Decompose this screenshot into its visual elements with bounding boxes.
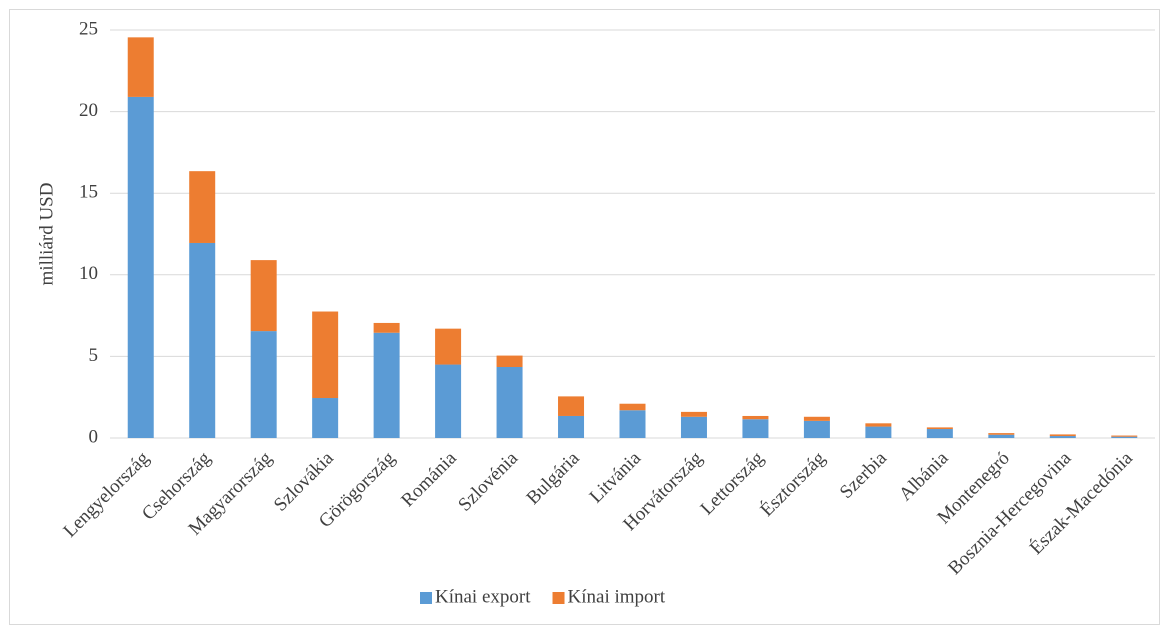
bar-segment <box>189 171 216 243</box>
y-tick-label: 10 <box>79 263 98 284</box>
bar-segment <box>373 332 400 438</box>
bar-segment <box>1111 435 1138 437</box>
bar-segment <box>926 429 953 438</box>
legend-label: Kínai export <box>435 586 531 607</box>
bar-segment <box>1111 436 1138 438</box>
legend-swatch <box>420 592 432 604</box>
x-tick-label: Szlovénia <box>454 447 522 515</box>
y-tick-label: 25 <box>79 18 98 39</box>
bar-segment <box>496 355 523 368</box>
y-tick-label: 15 <box>79 182 98 203</box>
x-tick-label: Románia <box>397 447 461 511</box>
bar-segment <box>1049 436 1076 438</box>
y-tick-label: 0 <box>89 426 99 447</box>
legend-label: Kínai import <box>568 586 666 607</box>
y-tick-label: 5 <box>89 345 99 366</box>
y-tick-label: 20 <box>79 100 98 121</box>
y-axis-label: milliárd USD <box>36 183 57 286</box>
bar-segment <box>865 426 892 438</box>
x-tick-label: Lettország <box>697 447 769 519</box>
x-tick-label: Bulgária <box>523 447 585 509</box>
bar-segment <box>619 403 646 411</box>
bar-segment <box>1049 434 1076 437</box>
bar-segment <box>803 420 830 438</box>
bar-segment <box>127 37 154 97</box>
legend-swatch <box>552 592 565 604</box>
bar-segment <box>680 411 707 417</box>
bar-segment <box>742 419 769 438</box>
bar-segment <box>926 427 953 430</box>
x-tick-label: Albánia <box>895 447 953 505</box>
bar-segment <box>435 328 462 365</box>
bar-segment <box>680 416 707 438</box>
bar-segment <box>312 398 339 438</box>
bar-segment <box>189 242 216 438</box>
bar-segment <box>558 415 585 438</box>
bar-segment <box>250 331 277 438</box>
x-tick-label: Észak-Macedónia <box>1025 447 1137 559</box>
bar-segment <box>127 96 154 439</box>
bar-segment <box>865 423 892 427</box>
bar-segment <box>312 311 339 399</box>
chart-frame <box>9 9 1160 625</box>
bar-segment <box>988 434 1015 438</box>
bar-segment <box>803 416 830 421</box>
bar-segment <box>619 410 646 438</box>
bar-segment <box>373 322 400 333</box>
bar-segment <box>435 364 462 438</box>
x-tick-label: Lengyelország <box>59 447 153 541</box>
x-tick-label: Szerbia <box>836 447 892 503</box>
x-tick-label: Litvánia <box>586 447 646 507</box>
bar-segment <box>742 415 769 420</box>
bar-segment <box>496 367 523 438</box>
bar-segment <box>558 396 585 416</box>
x-tick-label: Észtország <box>756 447 830 521</box>
bar-segment <box>988 433 1015 435</box>
bar-segment <box>250 260 277 332</box>
